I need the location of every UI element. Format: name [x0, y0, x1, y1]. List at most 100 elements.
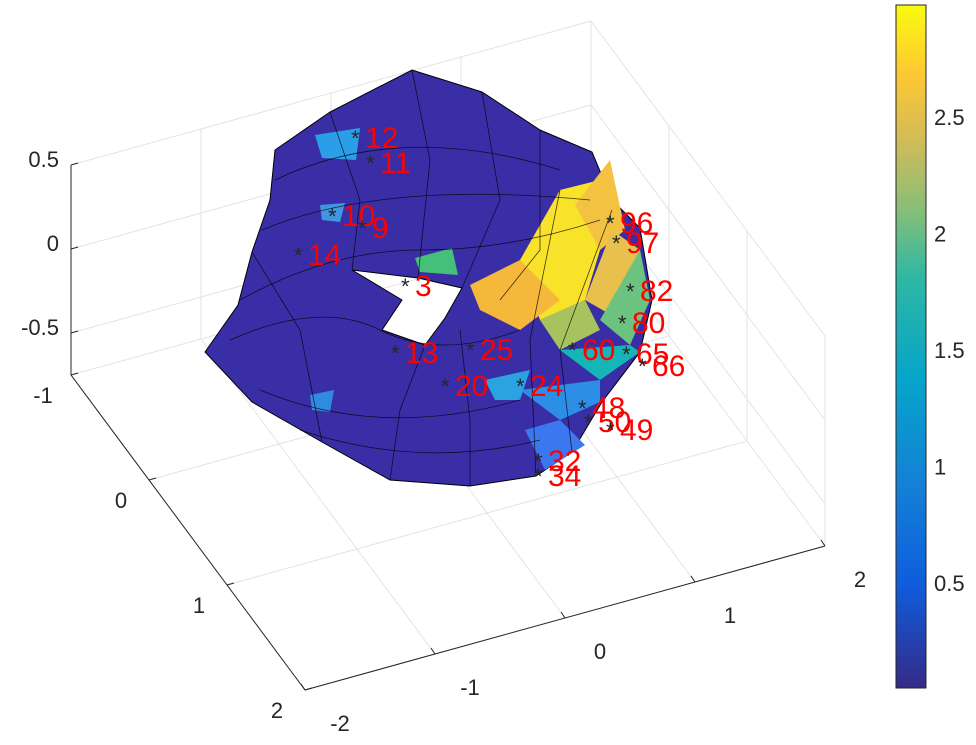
mesh-line	[229, 316, 521, 346]
mesh-line	[239, 219, 601, 301]
x-tick	[820, 539, 826, 547]
y-tick	[226, 582, 235, 586]
point-marker: *	[534, 464, 543, 489]
point-label: 65	[636, 338, 669, 371]
x-tick-label: 0	[594, 639, 606, 664]
point-label: 20	[455, 370, 488, 403]
colorbar	[895, 4, 927, 689]
point-marker: *	[626, 279, 635, 304]
point-marker: *	[584, 410, 593, 435]
x-tick-label: -2	[330, 711, 350, 736]
grid-line	[590, 104, 826, 421]
x-tick	[430, 647, 436, 655]
x-tick	[690, 575, 696, 583]
mesh-line	[259, 389, 521, 419]
colorbar-tick-label: 2.5	[934, 105, 965, 130]
surface-patch	[575, 160, 625, 250]
mesh-line	[529, 189, 561, 477]
point-label: 24	[530, 370, 563, 403]
surface-patch	[415, 248, 458, 275]
point-marker: *	[358, 216, 367, 241]
point-marker: *	[366, 151, 375, 176]
point-marker: *	[534, 449, 543, 474]
point-label: 49	[620, 414, 653, 447]
point-label: 50	[598, 406, 631, 439]
x-tick-label: 1	[724, 603, 736, 628]
point-labels: * 12* 11* 10* 9* 14* 3* 13 * 25* 20 * 24* 60* 96* 97* 82…	[294, 122, 685, 493]
y-tick	[304, 687, 313, 691]
point-label: 11	[380, 147, 411, 180]
colorbar-tick-label: 1	[934, 455, 946, 480]
y-tick-label: 1	[193, 593, 205, 618]
colorbar-tick-label: 2	[934, 222, 946, 247]
y-axis	[70, 374, 306, 691]
mesh-line	[559, 209, 613, 453]
surface-patch	[320, 203, 345, 222]
surface-patch	[310, 390, 334, 412]
y-tick	[148, 477, 157, 481]
point-marker: *	[294, 243, 303, 268]
point-marker: *	[351, 126, 360, 151]
point-label: 80	[632, 307, 665, 340]
surface-patch	[485, 370, 530, 400]
x-tick	[300, 683, 306, 691]
mesh-line	[389, 344, 426, 481]
mesh-line	[499, 130, 541, 301]
point-marker: *	[466, 338, 475, 363]
point-label: 66	[652, 350, 685, 383]
grid-line	[226, 440, 748, 586]
mesh-line	[299, 429, 541, 454]
point-marker: *	[391, 341, 400, 366]
point-marker: *	[568, 338, 577, 363]
mesh-line	[461, 91, 501, 289]
point-label: 96	[620, 207, 653, 240]
y-tick	[70, 372, 79, 376]
z-tick-label: -0.5	[21, 315, 59, 340]
point-marker: *	[618, 311, 627, 336]
z-tick	[70, 330, 79, 334]
mesh-line	[329, 111, 361, 271]
grid-line	[200, 338, 436, 655]
x-tick	[560, 611, 566, 619]
z-tick-label: 0.5	[28, 147, 59, 172]
x-tick-label: 2	[854, 567, 866, 592]
surface	[204, 69, 653, 487]
mesh-line	[411, 69, 431, 279]
surface-patch	[540, 300, 600, 350]
mesh-line	[251, 251, 323, 443]
point-label: 25	[480, 334, 513, 367]
point-label: 60	[582, 334, 615, 367]
y-tick-label: -1	[33, 383, 53, 408]
mesh-line	[459, 329, 471, 486]
point-label: 12	[365, 122, 398, 155]
point-label: 97	[626, 227, 659, 260]
point-label: 14	[308, 239, 341, 272]
point-marker: *	[578, 396, 587, 421]
surface-patch	[470, 260, 560, 330]
point-marker: *	[328, 204, 337, 229]
point-marker: *	[401, 274, 410, 299]
point-label: 9	[372, 212, 389, 245]
point-marker: *	[516, 374, 525, 399]
point-label: 3	[415, 270, 432, 303]
point-label: 32	[548, 445, 581, 478]
y-tick-label: 2	[271, 698, 283, 723]
grid-line	[70, 20, 592, 166]
surface-patch	[600, 250, 650, 345]
mesh-line	[274, 146, 561, 181]
y-tick-label: 0	[115, 488, 127, 513]
surface-patch	[315, 128, 360, 160]
grid-line	[590, 20, 826, 337]
point-label: 34	[548, 460, 581, 493]
surface-patch	[520, 380, 600, 420]
x-tick-label: -1	[460, 675, 480, 700]
z-tick	[70, 162, 79, 166]
z-tick-label: 0	[47, 231, 59, 256]
point-marker: *	[606, 418, 615, 443]
point-marker: *	[622, 342, 631, 367]
z-tick	[70, 246, 79, 250]
point-label: 48	[592, 392, 625, 425]
point-marker: *	[612, 231, 621, 256]
point-label: 10	[342, 200, 375, 233]
